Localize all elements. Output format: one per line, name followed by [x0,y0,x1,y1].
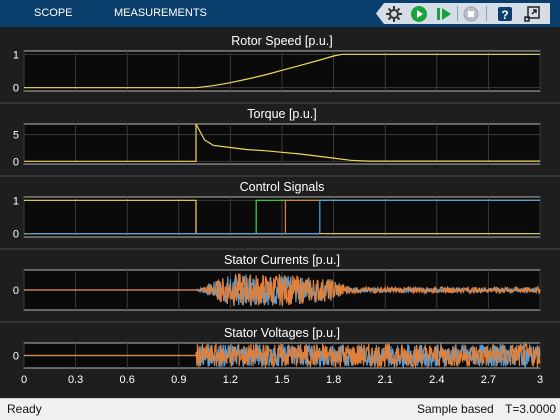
toolbar: SCOPE MEASUREMENTS ? [0,0,560,27]
x-tick-label: 1.2 [223,374,238,386]
step-forward-button[interactable] [434,4,454,24]
y-tick-label: 0 [13,285,19,297]
x-tick-label: 0.9 [171,374,186,386]
y-tick-label: 0 [13,83,19,95]
stop-icon [463,6,479,22]
x-tick-label: 2.7 [481,374,496,386]
undock-button[interactable] [522,4,542,24]
run-button[interactable] [409,4,429,24]
status-bar: Ready Sample based T=3.0000 [0,398,560,420]
run-icon [411,6,427,22]
series-line [24,53,540,89]
series-line [24,199,540,235]
undock-icon [524,6,540,22]
toolbar-separator [457,6,458,21]
sample-mode: Sample based [417,402,494,416]
y-tick-label: 1 [13,195,19,207]
status-text: Ready [7,402,42,416]
y-tick-label: 1 [13,49,19,61]
panel-title: Rotor Speed [p.u.] [231,34,332,48]
y-tick-label: 0 [13,351,19,363]
help-button[interactable]: ? [495,4,515,24]
panel-title: Stator Voltages [p.u.] [224,326,340,340]
x-tick-label: 0.3 [68,374,83,386]
series-line [24,199,540,235]
tab-scope[interactable]: SCOPE [34,7,73,19]
help-icon: ? [498,7,512,22]
x-tick-label: 1.8 [326,374,341,386]
y-tick-label: 0 [13,229,19,241]
settings-icon [386,6,402,22]
x-tick-label: 0 [21,374,27,386]
stop-button[interactable] [461,4,481,24]
x-tick-label: 2.1 [378,374,393,386]
step-forward-icon [437,8,451,20]
scope-plot-area[interactable]: Rotor Speed [p.u.] 0 1 Torque [p.u.] 0 5 Contr… [0,27,560,398]
panel-title: Stator Currents [p.u.] [224,253,340,267]
series-line [24,123,540,162]
settings-button[interactable] [384,4,404,24]
series-line [24,342,541,369]
y-tick-label: 0 [13,156,19,168]
y-tick-label: 5 [13,130,19,142]
tab-measurements[interactable]: MEASUREMENTS [114,7,207,19]
x-tick-label: 2.4 [429,374,444,386]
panel-title: Control Signals [240,180,325,194]
svg-text:?: ? [501,8,508,22]
x-tick-label: 3 [537,374,543,386]
toolbar-separator [486,6,487,21]
x-tick-label: 1.5 [274,374,289,386]
panel-title: Torque [p.u.] [247,107,317,121]
x-tick-label: 0.6 [120,374,135,386]
sim-time: T=3.0000 [505,402,557,416]
series-line [24,273,541,307]
